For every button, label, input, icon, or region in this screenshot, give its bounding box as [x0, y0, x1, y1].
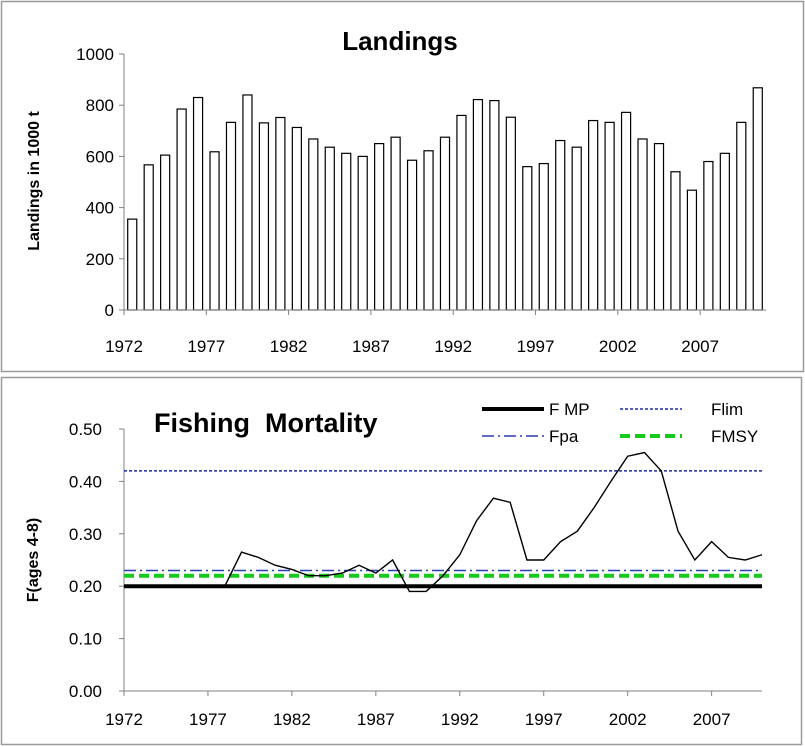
landings-bar [176, 108, 187, 311]
landings-bar [374, 143, 385, 311]
mortality-y-tick-label: 0.50 [69, 420, 102, 439]
landings-bar [423, 150, 434, 311]
mortality-x-tick-label: 1987 [357, 710, 395, 729]
landings-chart: Landings Landings in 1000 t 0 200 400 600 80… [26, 26, 766, 356]
landings-bar [324, 146, 335, 311]
landings-bar [571, 146, 582, 311]
landings-panel-frame [0, 0, 805, 373]
landings-bar [242, 94, 253, 311]
landings-bar [719, 152, 730, 311]
mortality-x-tick-label: 2007 [693, 710, 731, 729]
mortality-x-tick-label: 1972 [105, 710, 143, 729]
landings-y-tick-label: 400 [86, 199, 114, 218]
legend-label-fpa: Fpa [549, 427, 579, 446]
fishing-mortality-y-axis-label: F(ages 4-8) [25, 518, 42, 602]
mortality-x-tick-label: 2002 [609, 710, 647, 729]
landings-bar [209, 151, 220, 311]
mortality-x-tick-label: 1982 [273, 710, 311, 729]
legend: F MP Flim Fpa FMSY [482, 400, 758, 446]
landings-x-tick-label: 2007 [681, 337, 719, 356]
legend-label-f-mp: F MP [549, 400, 590, 419]
landings-x-tick-label: 1977 [187, 337, 225, 356]
landings-y-tick-label: 200 [86, 250, 114, 269]
mortality-x-tick-label: 1977 [189, 710, 227, 729]
landings-bar [127, 218, 138, 311]
landings-x-tick-label: 1997 [517, 337, 555, 356]
landings-bar [505, 116, 516, 311]
landings-bar [538, 162, 549, 311]
mortality-x-tick-label: 1992 [441, 710, 479, 729]
landings-bar [686, 189, 698, 311]
landings-bar [390, 136, 401, 311]
fishing-mortality-title: Fishing Mortality [154, 408, 378, 438]
landings-x-tick-label: 1992 [434, 337, 472, 356]
landings-x-tick-label: 1972 [105, 337, 143, 356]
landings-y-tick-label: 800 [86, 96, 114, 115]
landings-bar [291, 126, 302, 311]
landings-bar [522, 166, 533, 311]
landings-bar [456, 114, 467, 311]
landings-bar [258, 122, 270, 311]
landings-bar [341, 152, 352, 311]
landings-bar [406, 159, 418, 311]
landings-x-tick-label: 1982 [270, 337, 308, 356]
landings-bar [160, 154, 171, 311]
landings-bar [670, 171, 681, 311]
mortality-y-tick-label: 0.30 [69, 525, 102, 544]
legend-label-fmsy: FMSY [711, 427, 758, 446]
landings-bar [308, 138, 319, 311]
mortality-y-tick-label: 0.40 [69, 472, 102, 491]
landings-y-axis-label: Landings in 1000 t [26, 111, 43, 251]
mortality-y-tick-label: 0.10 [69, 630, 102, 649]
landings-bar [192, 96, 204, 311]
legend-label-flim: Flim [711, 400, 743, 419]
landings-y-tick-label: 0 [105, 301, 114, 320]
mortality-y-tick-label: 0.20 [69, 577, 102, 596]
landings-bar [736, 121, 747, 311]
landings-bar [653, 143, 665, 311]
landings-bar [620, 111, 632, 311]
landings-bar [637, 138, 648, 311]
landings-x-tick-label: 1987 [352, 337, 390, 356]
landings-title: Landings [342, 26, 458, 56]
mortality-x-tick-label: 1997 [525, 710, 563, 729]
landings-bar [752, 87, 763, 311]
landings-bar [472, 98, 484, 311]
f-series-line [224, 451, 763, 593]
landings-bar [225, 121, 237, 311]
landings-bar [275, 116, 286, 311]
landings-bar [357, 155, 368, 311]
landings-bar [555, 139, 566, 311]
landings-bar [143, 164, 154, 311]
landings-y-tick-label: 600 [86, 147, 114, 166]
landings-y-tick-label: 1000 [76, 45, 114, 64]
landings-bar [439, 136, 451, 311]
landings-x-tick-label: 2002 [599, 337, 637, 356]
fishing-mortality-panel-frame [0, 376, 803, 746]
fishing-mortality-chart: Fishing Mortality F(ages 4-8) 0.00 0.10 0.… [25, 400, 763, 729]
landings-bar [703, 160, 714, 311]
mortality-y-tick-label: 0.00 [69, 682, 102, 701]
landings-bar [588, 119, 599, 311]
landings-bar [604, 121, 615, 311]
landings-bar [489, 99, 500, 311]
